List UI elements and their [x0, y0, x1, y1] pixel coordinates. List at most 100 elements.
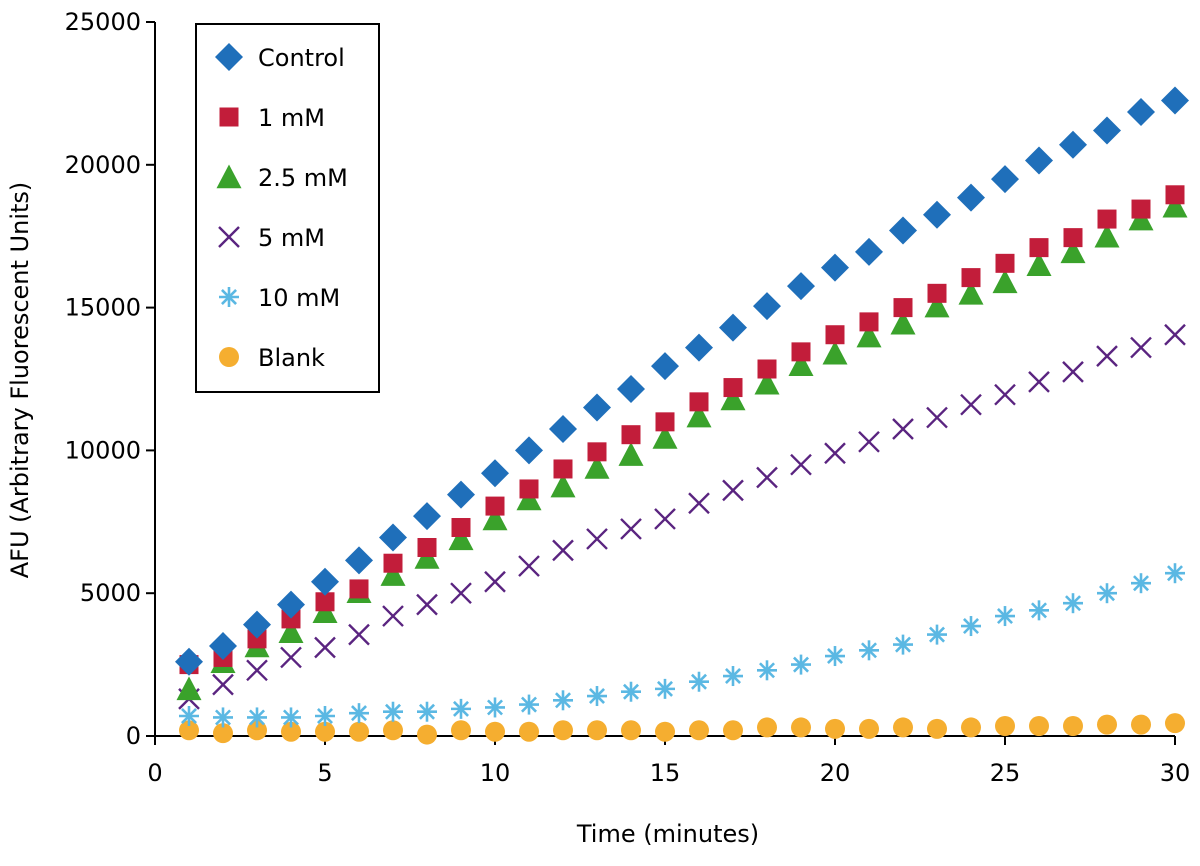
series-control: [175, 86, 1189, 676]
data-point: [247, 629, 267, 649]
data-point: [1097, 714, 1117, 735]
data-point: [651, 352, 679, 381]
data-point: [1060, 239, 1086, 264]
data-point: [791, 654, 811, 675]
y-tick-label: 25000: [65, 8, 141, 36]
data-point: [1096, 345, 1118, 368]
data-point: [383, 701, 403, 722]
data-point: [281, 707, 301, 728]
data-point: [1131, 714, 1151, 735]
data-point: [923, 200, 951, 229]
data-point: [689, 720, 709, 741]
data-point: [247, 707, 267, 728]
legend-marker: [216, 164, 242, 189]
data-point: [1029, 600, 1049, 621]
data-point: [617, 374, 645, 403]
x-tick-label: 10: [480, 759, 511, 787]
data-point: [212, 673, 234, 696]
legend-marker: [218, 226, 240, 248]
data-point: [893, 717, 913, 738]
data-point: [1165, 185, 1185, 205]
data-point: [719, 313, 747, 342]
data-point: [213, 723, 233, 744]
data-point: [515, 436, 543, 465]
data-point: [621, 681, 641, 702]
data-point: [889, 216, 917, 245]
data-point: [518, 555, 540, 577]
data-point: [1130, 336, 1152, 359]
data-point: [1025, 146, 1053, 175]
data-point: [924, 293, 950, 318]
legend-marker: [215, 43, 243, 71]
data-point: [383, 720, 403, 741]
data-point: [281, 609, 301, 629]
data-point: [825, 646, 845, 667]
y-tick-label: 15000: [65, 294, 141, 322]
data-point: [447, 480, 475, 509]
data-point: [927, 718, 947, 739]
data-point: [1028, 371, 1050, 393]
data-point: [587, 686, 607, 707]
data-point: [926, 406, 948, 429]
data-point: [720, 386, 746, 411]
data-point: [349, 703, 369, 724]
data-point: [450, 582, 472, 605]
legend-label: 10 mM: [258, 284, 340, 312]
data-point: [892, 418, 914, 440]
data-point: [824, 442, 846, 465]
y-ticks: 0 5000 10000 15000 20000 25000: [65, 8, 155, 750]
y-tick-label: 0: [126, 722, 141, 750]
plot-area: [175, 86, 1189, 745]
y-tick-label: 20000: [65, 151, 141, 179]
data-point: [485, 697, 505, 718]
data-point: [583, 393, 611, 422]
x-tick-label: 0: [147, 759, 162, 787]
data-point: [890, 310, 916, 335]
data-point: [246, 659, 268, 682]
data-point: [584, 455, 610, 479]
data-point: [175, 647, 203, 676]
legend-marker: [219, 107, 239, 127]
legend-marker: [219, 287, 239, 307]
data-point: [927, 624, 947, 645]
data-point: [1131, 199, 1151, 219]
data-point: [281, 721, 301, 742]
data-point: [620, 518, 642, 540]
data-point: [686, 403, 712, 428]
data-point: [383, 553, 403, 573]
data-point: [788, 352, 814, 376]
data-point: [859, 640, 879, 661]
data-point: [280, 646, 302, 669]
data-point: [345, 546, 373, 575]
data-point: [315, 721, 335, 742]
data-point: [553, 459, 573, 479]
data-point: [277, 590, 305, 619]
data-point: [958, 280, 984, 305]
x-axis-title: Time (minutes): [576, 820, 759, 848]
x-tick-label: 20: [820, 759, 851, 787]
data-point: [821, 253, 849, 282]
data-point: [553, 720, 573, 741]
data-point: [448, 526, 474, 551]
data-point: [1164, 323, 1186, 346]
legend-items: Control 1 mM 2.5 mM 5 mM 10 mM Blank: [215, 43, 348, 372]
legend-label: Blank: [258, 344, 325, 372]
data-point: [856, 323, 882, 348]
data-point: [179, 706, 199, 727]
data-point: [960, 393, 982, 416]
data-point: [552, 539, 574, 562]
data-point: [994, 383, 1016, 406]
data-point: [1127, 97, 1155, 126]
data-point: [1059, 130, 1087, 159]
data-point: [654, 508, 676, 530]
data-point: [790, 453, 812, 476]
legend-label: 5 mM: [258, 224, 325, 252]
series-blank: [179, 713, 1185, 745]
data-point: [209, 632, 237, 661]
data-point: [723, 378, 743, 398]
data-point: [315, 592, 335, 612]
data-point: [382, 605, 404, 627]
data-point: [1094, 223, 1120, 248]
